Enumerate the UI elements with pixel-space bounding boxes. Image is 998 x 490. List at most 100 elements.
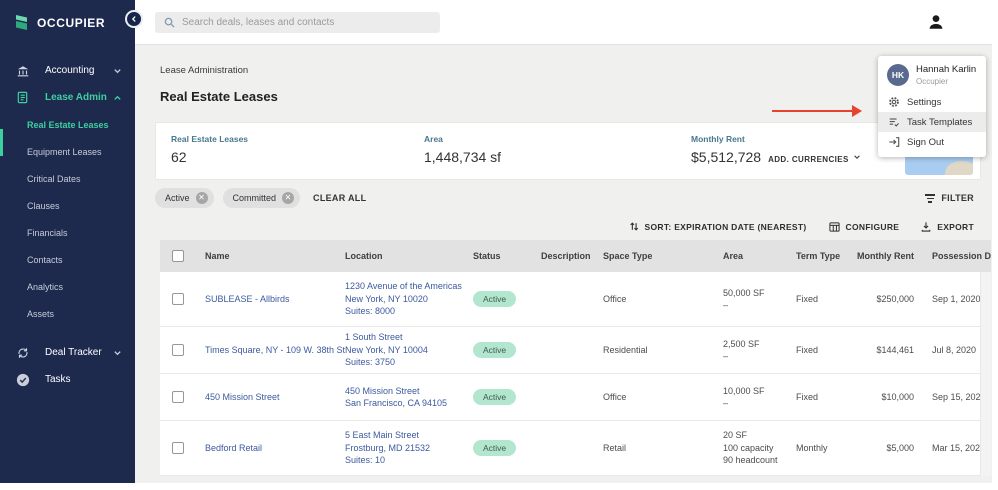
sidebar-item-label: Tasks xyxy=(45,374,71,385)
sidebar-item-contacts[interactable]: Contacts xyxy=(0,246,135,273)
stat-real-estate-leases: Real Estate Leases 62 xyxy=(171,134,248,165)
sub-item-label: Critical Dates xyxy=(27,173,81,184)
sort-arrows-icon xyxy=(629,222,638,231)
remove-chip-icon[interactable]: ✕ xyxy=(282,192,295,204)
menu-item-label: Sign Out xyxy=(907,136,944,148)
table-row[interactable]: Times Square, NY - 109 W. 38th Street 1 … xyxy=(160,327,991,374)
user-org: Occupier xyxy=(916,77,949,86)
column-header-monthly-rent[interactable]: Monthly Rent xyxy=(857,251,914,261)
lease-location: 5 East Main Street Frostburg, MD 21532 Sui… xyxy=(345,430,431,466)
sub-item-label: Clauses xyxy=(27,200,60,211)
lease-area: 50,000 SF – xyxy=(723,287,765,311)
export-button[interactable]: EXPORT xyxy=(921,221,974,232)
filter-chip-active[interactable]: Active ✕ xyxy=(155,188,214,208)
stat-label: Real Estate Leases xyxy=(171,134,249,144)
column-header-description[interactable]: Description xyxy=(541,251,591,261)
lease-term-type: Monthly xyxy=(796,443,828,453)
lease-monthly-rent: $144,461 xyxy=(876,345,914,355)
menu-item-task-templates[interactable]: Task Templates xyxy=(878,112,986,132)
stat-label: Monthly Rent xyxy=(691,134,745,144)
chevron-down-icon xyxy=(853,155,860,159)
column-header-term-type[interactable]: Term Type xyxy=(796,251,841,261)
chip-label: Committed xyxy=(232,193,277,203)
configure-button[interactable]: CONFIGURE xyxy=(828,222,900,232)
map-landmass xyxy=(943,158,973,175)
stat-monthly-rent: Monthly Rent $5,512,728 ADD. CURRENCIES xyxy=(691,134,861,165)
table-row[interactable]: 450 Mission Street 450 Mission Street San… xyxy=(160,374,991,421)
lease-possession-date: Sep 15, 2021 xyxy=(932,392,986,402)
gear-icon xyxy=(889,97,899,107)
table-row[interactable]: Bedford Retail 5 East Main Street Frostbu… xyxy=(160,421,991,476)
row-checkbox[interactable] xyxy=(172,293,184,305)
user-avatar-button[interactable] xyxy=(927,13,945,31)
global-search[interactable] xyxy=(155,12,440,33)
summary-card: Real Estate Leases 62 Area 1,448,734 sf … xyxy=(155,122,981,180)
sidebar-item-tasks[interactable]: Tasks xyxy=(0,366,135,393)
column-header-name[interactable]: Name xyxy=(205,251,230,261)
lease-location: 1230 Avenue of the Americas New York, NY … xyxy=(345,281,462,317)
row-checkbox[interactable] xyxy=(172,344,184,356)
sidebar-item-deal-tracker[interactable]: Deal Tracker xyxy=(0,339,135,366)
sidebar-nav: Accounting Lease Admin Real Estate Lease… xyxy=(0,45,135,393)
filter-icon xyxy=(925,192,936,205)
column-header-space-type[interactable]: Space Type xyxy=(603,251,653,261)
sidebar-item-lease-admin[interactable]: Lease Admin xyxy=(0,84,135,111)
column-header-possession-date[interactable]: Possession Date xyxy=(932,251,991,261)
sidebar-item-clauses[interactable]: Clauses xyxy=(0,192,135,219)
table-row[interactable]: SUBLEASE - Allbirds 1230 Avenue of the A… xyxy=(160,272,991,327)
sidebar-item-analytics[interactable]: Analytics xyxy=(0,273,135,300)
sidebar-item-accounting[interactable]: Accounting xyxy=(0,57,135,84)
lease-name-link[interactable]: SUBLEASE - Allbirds xyxy=(205,294,290,304)
sidebar-item-critical-dates[interactable]: Critical Dates xyxy=(0,165,135,192)
row-checkbox[interactable] xyxy=(172,391,184,403)
sidebar-item-label: Accounting xyxy=(45,65,95,76)
table-scrollbar[interactable] xyxy=(980,272,991,476)
search-icon xyxy=(164,17,175,28)
filter-chip-committed[interactable]: Committed ✕ xyxy=(222,188,301,208)
row-checkbox[interactable] xyxy=(172,442,184,454)
menu-item-sign-out[interactable]: Sign Out xyxy=(878,132,986,152)
main-content: Lease Administration Real Estate Leases … xyxy=(135,45,992,483)
occupier-logo-icon xyxy=(16,15,27,30)
app-window: OCCUPIER Accounting xyxy=(0,0,992,483)
lease-space-type: Office xyxy=(603,294,627,304)
sidebar-item-financials[interactable]: Financials xyxy=(0,219,135,246)
sub-item-label: Analytics xyxy=(27,281,64,292)
sidebar-item-equipment-leases[interactable]: Equipment Leases xyxy=(0,138,135,165)
column-header-location[interactable]: Location xyxy=(345,250,383,261)
column-header-status[interactable]: Status xyxy=(473,251,501,261)
lease-location: 1 South Street New York, NY 10004 Suites: … xyxy=(345,332,428,368)
lease-possession-date: Sep 1, 2020 xyxy=(932,294,981,304)
sort-button[interactable]: SORT: EXPIRATION DATE (NEAREST) xyxy=(629,221,807,232)
lease-monthly-rent: $250,000 xyxy=(876,294,914,304)
brand-name: OCCUPIER xyxy=(37,15,106,30)
stat-area: Area 1,448,734 sf xyxy=(424,134,501,165)
sidebar-item-real-estate-leases[interactable]: Real Estate Leases xyxy=(0,111,135,138)
sub-item-label: Contacts xyxy=(27,254,63,265)
chevron-left-icon xyxy=(131,16,136,22)
chevron-down-icon xyxy=(114,350,121,355)
filter-chips-row: Active ✕ Committed ✕ CLEAR ALL xyxy=(155,188,366,208)
check-circle-icon xyxy=(15,372,30,387)
lease-term-type: Fixed xyxy=(796,392,819,402)
lease-name-link[interactable]: Times Square, NY - 109 W. 38th Street xyxy=(205,345,345,355)
menu-item-label: Task Templates xyxy=(907,116,973,128)
lease-name-link[interactable]: 450 Mission Street xyxy=(205,392,280,402)
filter-button[interactable]: FILTER xyxy=(925,192,974,205)
sidebar-item-assets[interactable]: Assets xyxy=(0,300,135,327)
column-header-area[interactable]: Area xyxy=(723,250,744,261)
clear-all-button[interactable]: CLEAR ALL xyxy=(313,193,367,203)
lease-name-link[interactable]: Bedford Retail xyxy=(205,443,263,453)
add-currencies-button[interactable]: ADD. CURRENCIES xyxy=(768,155,849,164)
lease-space-type: Office xyxy=(603,392,627,402)
search-input[interactable] xyxy=(182,17,422,28)
lease-possession-date: Mar 15, 2021 xyxy=(932,443,986,453)
chevron-down-icon xyxy=(114,68,121,73)
sub-item-label: Real Estate Leases xyxy=(27,119,109,130)
menu-item-settings[interactable]: Settings xyxy=(878,92,986,112)
menu-item-label: Settings xyxy=(907,96,942,108)
sidebar-collapse-button[interactable] xyxy=(125,10,143,28)
remove-chip-icon[interactable]: ✕ xyxy=(195,192,208,204)
lease-space-type: Retail xyxy=(603,443,627,453)
select-all-checkbox[interactable] xyxy=(172,250,184,262)
